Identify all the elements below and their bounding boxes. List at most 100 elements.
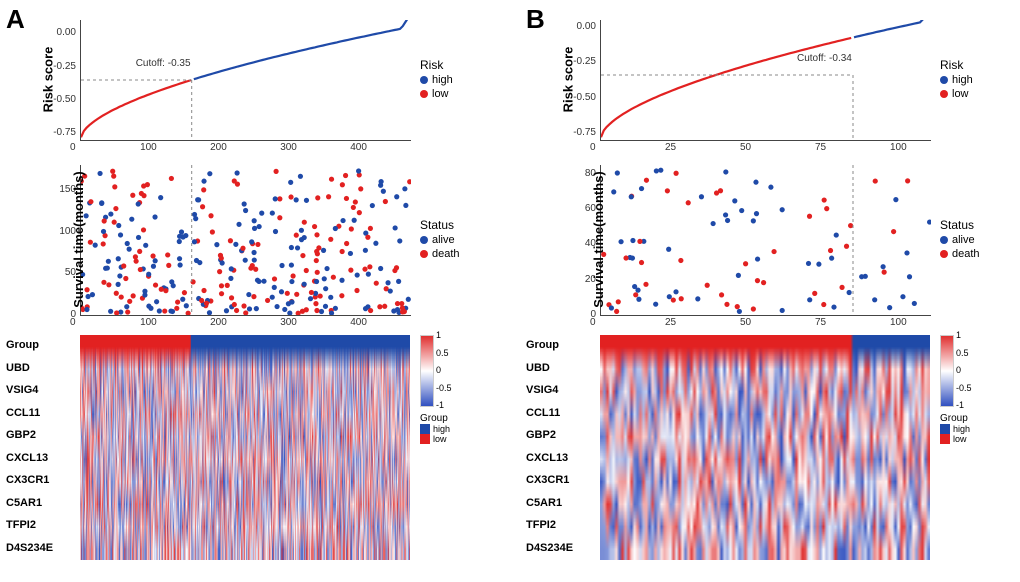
panel-b: B -0.75-0.50-0.250.000255075100Cutoff: -… [520,0,1020,582]
heatmap-row-label: CCL11 [6,407,76,419]
survival-scatter [80,165,411,316]
legend-item: death [420,248,460,260]
legend-item: low [940,88,973,100]
scale-tick: 0.5 [956,348,969,358]
heatmap-row-label: CX3CR1 [526,474,596,486]
scale-tick: -1 [956,400,964,410]
xtick: 0 [590,142,596,153]
legend-title: Risk [940,58,973,72]
heatmap-row-label: UBD [6,362,76,374]
legend-label: alive [952,234,975,246]
legend-label: high [952,74,973,86]
heatmap-row-label: VSIG4 [6,384,76,396]
xtick: 75 [815,142,826,153]
gradient-bar [420,335,434,407]
heatmap-row-label: D4S234E [6,542,76,554]
legend-item: alive [940,234,980,246]
heatmap-row-label: TFPI2 [526,519,596,531]
status-legend: Status alive death [940,218,980,260]
heatmap-row-label: UBD [526,362,596,374]
xtick: 0 [590,317,596,328]
ytick: 0.00 [42,27,76,38]
xtick: 50 [740,142,751,153]
scale-tick: 1 [436,330,441,340]
legend-label: death [432,248,460,260]
heatmap-color-legend: -1-0.500.51 Group highlow [940,335,995,444]
scale-tick: 0 [956,365,961,375]
ytick: 0.00 [562,21,596,32]
heatmap-row-label: GBP2 [526,429,596,441]
risk-score-plot [80,20,411,141]
xtick: 400 [350,317,367,328]
panel-a: A -0.75-0.50-0.250.000100200300400Cutoff… [0,0,510,582]
heatmap-row-label: Group [526,339,596,351]
group-legend-item: low [940,434,995,444]
legend-item: death [940,248,980,260]
heatmap [80,335,410,560]
xtick: 300 [280,142,297,153]
group-legend-label: high [953,424,970,434]
xtick: 25 [665,317,676,328]
heatmap-row-label: GBP2 [6,429,76,441]
ytick: -0.75 [42,127,76,138]
risk-score-plot [600,20,931,141]
heatmap-row-label: C5AR1 [6,497,76,509]
legend-item: high [420,74,453,86]
xtick: 100 [140,142,157,153]
risk-ylabel: Risk score [40,47,55,113]
heatmap-row-label: Group [6,339,76,351]
heatmap-row-label: D4S234E [526,542,596,554]
xtick: 400 [350,142,367,153]
risk-ylabel: Risk score [560,47,575,113]
heatmap-row-label: CXCL13 [526,452,596,464]
group-legend-item: high [420,424,475,434]
xtick: 0 [70,317,76,328]
heatmap-color-legend: -1-0.500.51 Group highlow [420,335,475,444]
risk-legend: Risk high low [940,58,973,100]
xtick: 100 [140,317,157,328]
panel-b-label: B [526,4,545,35]
cutoff-label: Cutoff: -0.35 [136,58,191,69]
survival-scatter [600,165,931,316]
xtick: 0 [70,142,76,153]
scale-tick: -1 [436,400,444,410]
legend-item: alive [420,234,460,246]
scale-tick: -0.5 [956,383,972,393]
legend-label: death [952,248,980,260]
legend-title: Status [420,218,460,232]
legend-item: high [940,74,973,86]
legend-label: low [432,88,449,100]
group-legend-title: Group [420,413,475,424]
group-legend-label: low [433,434,447,444]
status-legend: Status alive death [420,218,460,260]
heatmap-row-label: CCL11 [526,407,596,419]
legend-label: low [952,88,969,100]
survival-ylabel: Survival time(months) [71,171,86,308]
survival-ylabel: Survival time(months) [591,171,606,308]
heatmap [600,335,930,560]
cutoff-label: Cutoff: -0.34 [797,53,852,64]
group-legend-item: low [420,434,475,444]
legend-label: alive [432,234,455,246]
xtick: 75 [815,317,826,328]
scale-tick: -0.5 [436,383,452,393]
heatmap-row-label: CX3CR1 [6,474,76,486]
group-legend-title: Group [940,413,995,424]
xtick: 100 [890,317,907,328]
gradient-bar [940,335,954,407]
xtick: 200 [210,317,227,328]
heatmap-row-label: C5AR1 [526,497,596,509]
group-legend-item: high [940,424,995,434]
heatmap-row-label: TFPI2 [6,519,76,531]
group-legend-label: high [433,424,450,434]
scale-tick: 1 [956,330,961,340]
risk-legend: Riskhighlow [420,58,453,100]
legend-item: low [420,88,453,100]
ytick: -0.75 [562,127,596,138]
legend-title: Status [940,218,980,232]
group-legend-label: low [953,434,967,444]
xtick: 25 [665,142,676,153]
xtick: 200 [210,142,227,153]
scale-tick: 0.5 [436,348,449,358]
heatmap-row-label: VSIG4 [526,384,596,396]
